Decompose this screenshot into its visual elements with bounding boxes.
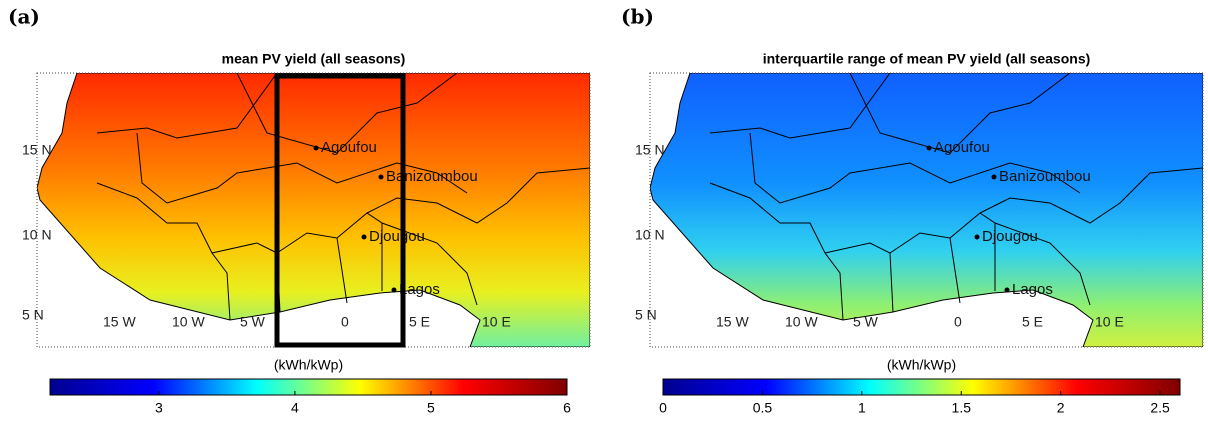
- colorbar-tick-label: 6: [563, 400, 571, 416]
- colorbar-label: (kWh/kWp): [274, 357, 343, 373]
- colorbar-tick-label: 1.5: [952, 400, 972, 416]
- study-box: [274, 73, 406, 348]
- border: [381, 222, 478, 306]
- border: [949, 212, 996, 291]
- colorbar-tick-label: 0: [659, 400, 667, 416]
- map-frame: [649, 72, 1204, 348]
- site-label: Banizoumbou: [386, 168, 478, 185]
- border: [136, 132, 468, 204]
- lon-label: 10 E: [482, 314, 511, 330]
- border: [366, 167, 590, 224]
- lat-label: 10 N: [22, 227, 52, 243]
- colorbar-tick-label: 5: [427, 400, 435, 416]
- border: [709, 73, 891, 139]
- border: [96, 182, 231, 321]
- lon-label: 10 W: [785, 314, 818, 330]
- border: [96, 73, 278, 139]
- lon-label: 0: [341, 314, 349, 330]
- colorbar: [49, 378, 568, 396]
- panel-label: (a): [8, 5, 40, 29]
- border: [236, 73, 458, 154]
- site-label: Lagos: [399, 281, 440, 298]
- site-dot: [991, 174, 997, 180]
- colorbar-tick-label: 4: [291, 400, 299, 416]
- site-label: Banizoumbou: [999, 168, 1091, 185]
- site-label: Djougou: [369, 228, 425, 245]
- border: [276, 232, 348, 304]
- map: [37, 73, 590, 347]
- site-dot: [378, 174, 384, 180]
- border: [849, 73, 1071, 154]
- site-label: Agoufou: [934, 139, 990, 156]
- lon-label: 10 W: [172, 314, 205, 330]
- border: [824, 242, 894, 313]
- site-dot: [361, 234, 367, 240]
- colorbar-tick-label: 2.5: [1150, 400, 1170, 416]
- lat-label: 5 N: [22, 307, 44, 323]
- lon-label: 15 W: [103, 314, 136, 330]
- site-label: Lagos: [1012, 281, 1053, 298]
- map-title: interquartile range of mean PV yield (al…: [763, 51, 1091, 67]
- lon-label: 5 E: [1022, 314, 1043, 330]
- colorbar-tick-label: 2: [1057, 400, 1065, 416]
- colorbar-tick-label: 3: [155, 400, 163, 416]
- site-label: Djougou: [982, 228, 1038, 245]
- lat-label: 15 N: [635, 142, 665, 158]
- lon-label: 5 W: [240, 314, 266, 330]
- border: [709, 182, 844, 321]
- panel: (a) mean PV yield (all seasons) 15 N 10 N 5 …: [8, 5, 591, 416]
- lon-label: 5 E: [409, 314, 430, 330]
- border: [749, 132, 1081, 204]
- site-dot: [313, 145, 319, 151]
- site-dot: [391, 287, 397, 293]
- map-title: mean PV yield (all seasons): [222, 51, 406, 67]
- lat-label: 15 N: [22, 142, 52, 158]
- border: [994, 222, 1091, 306]
- colorbar-label: (kWh/kWp): [887, 357, 956, 373]
- border: [979, 167, 1203, 224]
- site-label: Agoufou: [321, 139, 377, 156]
- lon-label: 10 E: [1095, 314, 1124, 330]
- colorbar-tick-label: 1: [858, 400, 866, 416]
- lat-label: 10 N: [635, 227, 665, 243]
- lon-label: 5 W: [853, 314, 879, 330]
- lon-label: 15 W: [716, 314, 749, 330]
- colorbar: [662, 378, 1181, 396]
- map-frame: [36, 72, 591, 348]
- panel-label: (b): [621, 5, 654, 29]
- lat-label: 5 N: [635, 307, 657, 323]
- colorbar-tick-label: 0.5: [753, 400, 773, 416]
- border: [336, 212, 383, 291]
- site-dot: [1004, 287, 1010, 293]
- border: [889, 232, 961, 304]
- site-dot: [926, 145, 932, 151]
- panel: (b) interquartile range of mean PV yield …: [621, 5, 1204, 416]
- map: [650, 73, 1203, 347]
- lon-label: 0: [954, 314, 962, 330]
- site-dot: [974, 234, 980, 240]
